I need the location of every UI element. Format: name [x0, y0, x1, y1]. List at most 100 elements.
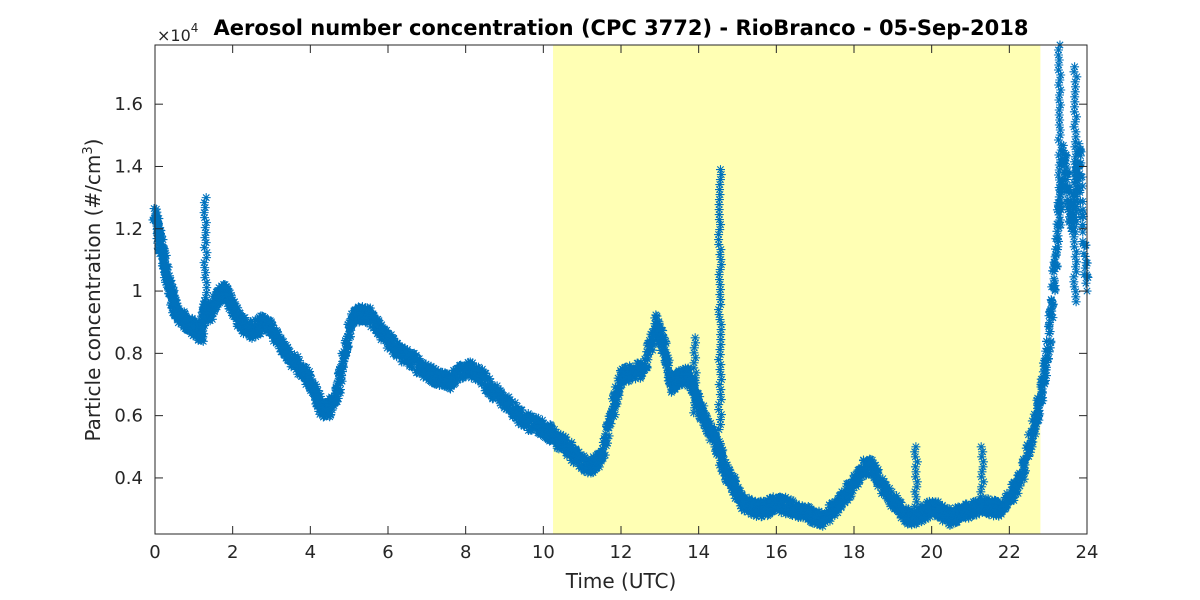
data-point — [422, 373, 432, 383]
data-point — [311, 384, 321, 394]
data-point — [336, 363, 346, 373]
y-exponent-label: ×104 — [157, 21, 198, 45]
data-point — [386, 330, 396, 340]
data-point — [202, 253, 212, 263]
data-point — [1070, 87, 1080, 97]
data-point — [368, 311, 378, 321]
data-point — [907, 505, 917, 515]
data-point — [788, 496, 798, 506]
data-point — [1071, 147, 1081, 157]
data-point — [1070, 152, 1080, 162]
data-point — [507, 397, 517, 407]
data-point — [1056, 100, 1066, 110]
data-point — [976, 497, 986, 507]
data-point — [171, 300, 181, 310]
data-point — [561, 441, 571, 451]
data-point — [225, 288, 235, 298]
data-point — [333, 388, 343, 398]
data-point — [604, 431, 614, 441]
data-point — [1055, 175, 1065, 185]
data-point — [1044, 347, 1054, 357]
data-point — [1053, 65, 1063, 75]
data-point — [774, 504, 784, 514]
data-point — [642, 362, 652, 372]
data-point — [199, 208, 209, 218]
data-point — [656, 339, 666, 349]
data-point — [1071, 162, 1081, 172]
data-point — [1070, 102, 1080, 112]
data-point — [1079, 249, 1089, 259]
data-point — [662, 363, 672, 373]
data-point — [1080, 251, 1090, 261]
data-point — [1034, 400, 1044, 410]
data-point — [476, 366, 486, 376]
data-point — [946, 519, 956, 529]
data-point — [710, 425, 720, 435]
data-point — [639, 364, 649, 374]
data-point — [1054, 223, 1064, 233]
data-point — [714, 305, 724, 315]
data-point — [833, 494, 843, 504]
data-point — [806, 505, 816, 515]
data-point — [825, 516, 835, 526]
data-point — [715, 390, 725, 400]
data-point — [716, 220, 726, 230]
data-point — [855, 475, 865, 485]
data-point — [716, 395, 726, 405]
data-point — [435, 380, 445, 390]
data-point — [489, 383, 499, 393]
data-point — [1045, 327, 1055, 337]
data-point — [601, 429, 611, 439]
data-point — [1046, 312, 1056, 322]
data-point — [1054, 60, 1064, 70]
data-point — [288, 357, 298, 367]
data-point — [779, 496, 789, 506]
data-point — [1069, 237, 1079, 247]
data-point — [933, 497, 943, 507]
data-point — [338, 357, 348, 367]
data-point — [431, 364, 441, 374]
data-point — [295, 360, 305, 370]
data-point — [718, 445, 728, 455]
data-point — [1040, 375, 1050, 385]
data-point — [716, 335, 726, 345]
data-point — [1052, 226, 1062, 236]
data-point — [1069, 212, 1079, 222]
data-point — [1070, 62, 1080, 72]
data-point — [887, 487, 897, 497]
data-point — [629, 364, 639, 374]
data-point — [517, 405, 527, 415]
data-point — [1070, 142, 1080, 152]
data-point — [1008, 494, 1018, 504]
data-point — [925, 501, 935, 511]
data-point — [408, 349, 418, 358]
data-point — [716, 300, 726, 310]
x-tick-label: 14 — [687, 542, 710, 563]
x-tick-label: 0 — [149, 542, 160, 563]
data-point — [647, 335, 657, 345]
x-tick-label: 18 — [843, 542, 866, 563]
data-point — [1069, 107, 1079, 117]
x-tick-label: 24 — [1076, 542, 1099, 563]
data-point — [1054, 90, 1064, 100]
data-point — [695, 402, 705, 412]
data-point — [1023, 450, 1033, 460]
data-point — [200, 213, 210, 223]
svg-text:Particle concentration (#/cm3): Particle concentration (#/cm3) — [81, 139, 105, 442]
data-point — [1054, 110, 1064, 120]
data-point — [588, 452, 598, 462]
data-point — [313, 386, 323, 396]
data-point — [707, 423, 717, 433]
data-point — [199, 243, 209, 253]
data-point — [1040, 360, 1050, 370]
data-point — [208, 308, 218, 318]
data-point — [605, 417, 615, 427]
data-point — [403, 356, 413, 366]
data-point — [1059, 176, 1069, 186]
data-point — [925, 512, 935, 522]
data-point — [965, 506, 975, 516]
data-point — [1054, 95, 1064, 105]
x-tick-label: 16 — [765, 542, 788, 563]
data-point — [1070, 82, 1080, 92]
data-point — [690, 398, 700, 408]
